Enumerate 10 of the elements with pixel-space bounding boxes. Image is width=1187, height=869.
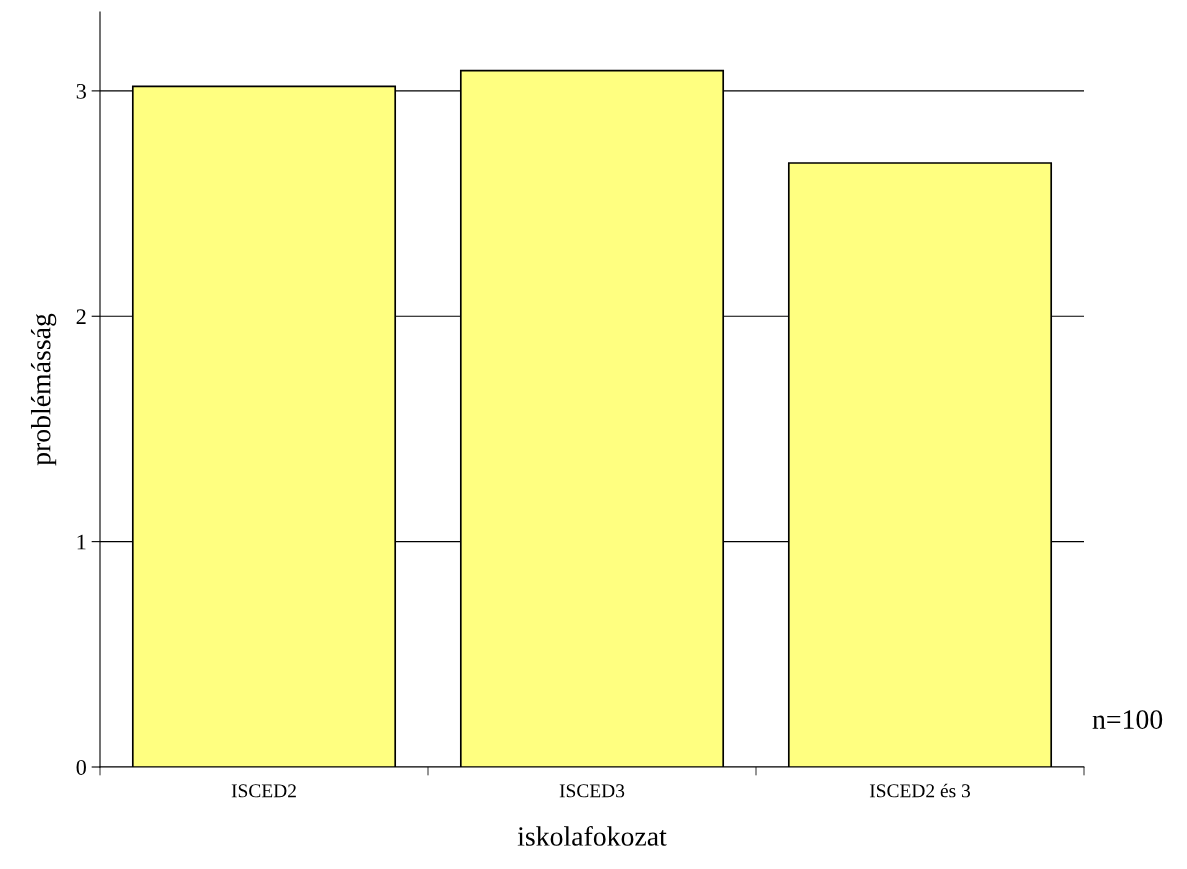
y-tick-label: 1 <box>77 534 86 550</box>
x-axis-title: iskolafokozat <box>517 826 667 846</box>
y-tick-label: 3 <box>76 83 86 99</box>
text: n=100 <box>1092 710 1163 729</box>
x-tick-label: ISCED2 és 3 <box>869 783 971 798</box>
y-tick-label: 2 <box>76 309 86 324</box>
x-tick-label: ISCED2 <box>231 784 296 798</box>
y-tick-label: 0 <box>76 759 86 775</box>
y-axis-title: problémásság <box>30 313 57 466</box>
x-tick-label: ISCED3 <box>559 784 625 798</box>
